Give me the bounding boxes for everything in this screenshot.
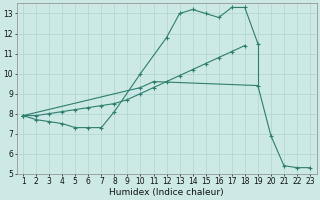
X-axis label: Humidex (Indice chaleur): Humidex (Indice chaleur) bbox=[109, 188, 224, 197]
